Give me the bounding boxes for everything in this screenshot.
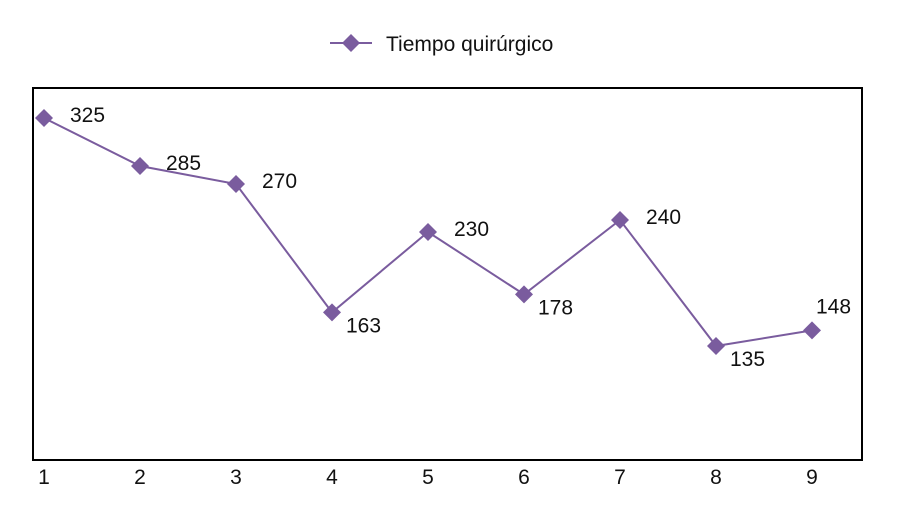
data-label: 135: [730, 348, 765, 371]
x-tick-label: 7: [614, 466, 626, 489]
data-point-marker: [35, 109, 53, 127]
data-label: 270: [262, 170, 297, 193]
data-point-marker: [707, 337, 725, 355]
data-point-marker: [803, 321, 821, 340]
series-markers: [35, 109, 821, 355]
data-point-marker: [611, 211, 629, 229]
x-tick-label: 1: [38, 466, 50, 489]
data-label: 285: [166, 152, 201, 175]
x-tick-label: 5: [422, 466, 434, 489]
data-point-marker: [227, 175, 245, 193]
x-tick-label: 2: [134, 466, 146, 489]
legend-label: Tiempo quirúrgico: [386, 33, 553, 56]
data-point-marker: [323, 303, 341, 322]
x-axis-tick-labels: 1 2 3 4 5 6 7 8 9: [38, 466, 818, 489]
data-label: 163: [346, 314, 381, 337]
data-label: 325: [70, 104, 105, 127]
x-tick-label: 8: [710, 466, 722, 489]
legend-diamond-marker: [342, 34, 360, 52]
data-point-marker: [131, 157, 149, 175]
x-tick-label: 3: [230, 466, 242, 489]
x-tick-label: 9: [806, 466, 818, 489]
plot-area-frame: [32, 87, 863, 461]
data-point-marker: [515, 285, 533, 304]
x-tick-label: 6: [518, 466, 530, 489]
legend: Tiempo quirúrgico: [330, 33, 553, 56]
data-label: 148: [816, 295, 851, 318]
data-label: 178: [538, 296, 573, 319]
data-labels: 325 285 270 163 230 178 240 135 148: [70, 104, 851, 371]
data-point-marker: [419, 223, 437, 241]
data-label: 240: [646, 206, 681, 229]
x-tick-label: 4: [326, 466, 338, 489]
data-label: 230: [454, 218, 489, 241]
